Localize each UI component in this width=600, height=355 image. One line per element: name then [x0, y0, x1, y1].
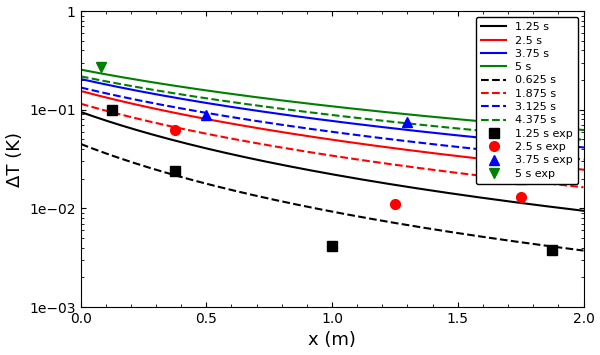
3.75 s: [568, 144, 575, 148]
1.25 s exp: [548, 248, 556, 252]
3.75 s: [77, 77, 85, 81]
2.5 s: [376, 144, 383, 148]
3.75 s: [489, 137, 496, 141]
2.5 s: [349, 141, 356, 145]
1.25 s: [580, 209, 587, 213]
4.375 s: [376, 118, 383, 122]
5 s: [580, 128, 587, 132]
0.625 s: [376, 218, 383, 223]
2.5 s exp: [391, 202, 398, 206]
Line: 1.875 s: 1.875 s: [81, 104, 584, 187]
Line: 0.625 s: 0.625 s: [81, 144, 584, 251]
4.375 s: [316, 111, 323, 116]
Line: 3.125 s: 3.125 s: [81, 88, 584, 159]
4.375 s: [489, 130, 496, 134]
1.875 s: [580, 185, 587, 189]
2.5 s exp: [517, 195, 524, 199]
1.875 s: [319, 152, 326, 156]
3.125 s: [568, 156, 575, 160]
1.875 s: [316, 152, 323, 156]
5 s: [489, 120, 496, 125]
2.5 s: [580, 168, 587, 172]
0.625 s: [349, 213, 356, 218]
1.875 s: [77, 102, 85, 106]
0.625 s: [568, 247, 575, 251]
Line: 3.75 s: 3.75 s: [81, 79, 584, 147]
Line: 3.75 s exp: 3.75 s exp: [202, 110, 526, 184]
0.625 s: [580, 248, 587, 253]
3.75 s exp: [203, 113, 210, 117]
0.625 s: [489, 236, 496, 240]
1.25 s: [319, 170, 326, 175]
3.125 s: [376, 136, 383, 140]
4.375 s: [568, 137, 575, 141]
Line: 5 s: 5 s: [81, 70, 584, 130]
3.125 s: [580, 157, 587, 162]
4.375 s: [77, 74, 85, 78]
3.125 s: [77, 86, 85, 90]
1.25 s: [316, 170, 323, 174]
0.625 s: [77, 142, 85, 146]
2.5 s: [489, 158, 496, 162]
Line: 2.5 s exp: 2.5 s exp: [170, 125, 526, 209]
1.25 s: [489, 197, 496, 201]
Line: 4.375 s: 4.375 s: [81, 76, 584, 140]
3.75 s: [349, 121, 356, 126]
1.25 s exp: [171, 169, 178, 173]
3.125 s: [349, 132, 356, 137]
5 s: [316, 103, 323, 107]
3.125 s: [316, 128, 323, 132]
1.875 s: [349, 157, 356, 161]
4.375 s: [319, 112, 326, 116]
3.75 s exp: [404, 120, 411, 124]
1.25 s: [376, 180, 383, 185]
2.5 s: [319, 136, 326, 141]
3.75 s: [319, 118, 326, 122]
1.25 s: [77, 110, 85, 114]
3.75 s: [376, 125, 383, 129]
3.75 s exp: [517, 176, 524, 181]
5 s: [77, 67, 85, 72]
0.625 s: [316, 207, 323, 211]
5 s: [319, 103, 326, 107]
3.75 s: [580, 145, 587, 149]
Line: 2.5 s: 2.5 s: [81, 91, 584, 170]
X-axis label: x (m): x (m): [308, 332, 356, 349]
5 s: [349, 106, 356, 111]
2.5 s: [77, 89, 85, 93]
2.5 s: [316, 136, 323, 140]
Legend: 1.25 s, 2.5 s, 3.75 s, 5 s, 0.625 s, 1.875 s, 3.125 s, 4.375 s, 1.25 s exp, 2.5 : 1.25 s, 2.5 s, 3.75 s, 5 s, 0.625 s, 1.8…: [476, 17, 578, 184]
1.25 s exp: [109, 108, 116, 112]
1.25 s exp: [328, 244, 335, 248]
Y-axis label: ΔT (K): ΔT (K): [5, 132, 23, 186]
Line: 1.25 s: 1.25 s: [81, 112, 584, 211]
Line: 1.25 s exp: 1.25 s exp: [107, 105, 557, 255]
3.125 s: [319, 129, 326, 133]
4.375 s: [349, 115, 356, 120]
4.375 s: [580, 138, 587, 142]
2.5 s exp: [171, 128, 178, 132]
1.875 s: [376, 160, 383, 165]
1.25 s: [349, 176, 356, 180]
3.75 s: [316, 117, 323, 121]
5 s: [376, 109, 383, 114]
3.125 s: [489, 148, 496, 153]
5 s: [568, 127, 575, 131]
2.5 s: [568, 166, 575, 171]
1.875 s: [489, 175, 496, 179]
1.25 s: [568, 207, 575, 212]
0.625 s: [319, 208, 326, 212]
1.875 s: [568, 184, 575, 188]
